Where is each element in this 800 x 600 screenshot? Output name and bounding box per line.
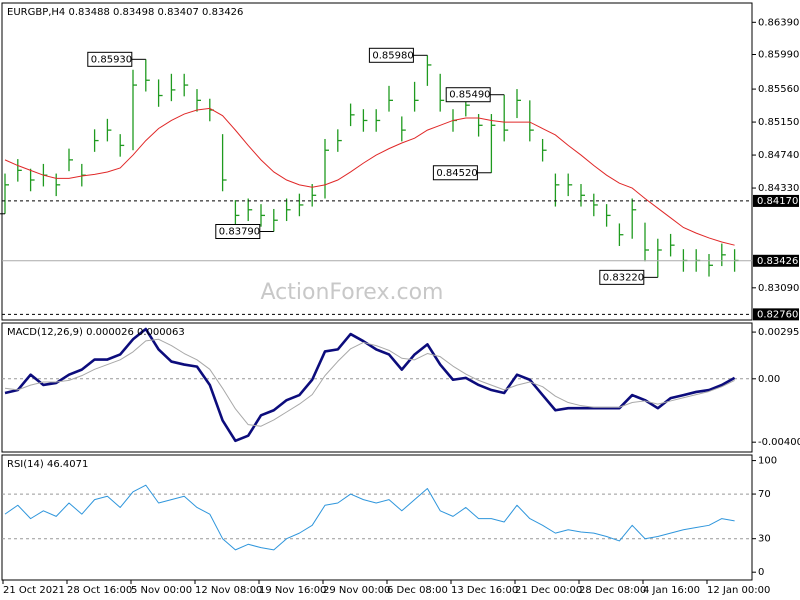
y-tick-label: 30 <box>758 534 771 545</box>
x-tick-label: 6 Dec 08:00 <box>387 585 448 596</box>
annotation-label: 0.85930 <box>91 54 132 65</box>
x-tick-label: 19 Nov 16:00 <box>259 585 326 596</box>
annotation-box <box>445 87 491 103</box>
panel-frame <box>1 322 753 453</box>
x-tick-label: 21 Oct 2021 <box>3 585 65 596</box>
y-tick-label: 0.85150 <box>758 117 799 128</box>
watermark: ActionForex.com <box>261 280 444 305</box>
x-tick-label: 21 Dec 00:00 <box>515 585 582 596</box>
annotation-label: 0.84520 <box>436 168 477 179</box>
moving-average <box>4 107 735 246</box>
panel-frame <box>1 2 753 321</box>
x-tick-label: 5 Nov 00:00 <box>131 585 192 596</box>
annotation-label: 0.85490 <box>449 90 490 101</box>
panel-frame <box>1 454 753 581</box>
annotation-label: 0.83790 <box>219 226 260 237</box>
y-tick-label: -0.004009 <box>758 437 800 448</box>
y-tick-label: 0.00 <box>758 374 780 385</box>
y-tick-label: 0.86390 <box>758 17 799 28</box>
level-label-box <box>753 194 799 207</box>
x-tick-label: 4 Jan 16:00 <box>643 585 700 596</box>
y-tick-label: 0.84330 <box>758 183 799 194</box>
annotation-box <box>215 223 261 239</box>
annotation-box <box>599 269 645 285</box>
indicator-line <box>4 327 736 443</box>
level-label-box <box>753 254 799 267</box>
y-tick-label: 100 <box>758 456 777 467</box>
annotation-label: 0.83220 <box>603 272 644 283</box>
panel-title: MACD(12,26,9) 0.000026 0.000063 <box>7 327 185 338</box>
y-tick-label: 0.84740 <box>758 150 799 161</box>
x-tick-label: 12 Jan 00:00 <box>707 585 770 596</box>
x-tick-label: 28 Oct 16:00 <box>67 585 132 596</box>
x-tick-label: 29 Nov 00:00 <box>323 585 390 596</box>
panel-title: RSI(14) 46.4071 <box>7 459 88 470</box>
y-tick-label: 0 <box>758 567 764 578</box>
panel-title: EURGBP,H4 0.83488 0.83498 0.83407 0.8342… <box>7 7 243 18</box>
indicator-line <box>4 484 735 551</box>
y-tick-label: 0.83090 <box>758 283 799 294</box>
indicator-line <box>4 338 735 427</box>
annotation-box <box>368 47 414 63</box>
level-label: 0.83426 <box>757 256 798 267</box>
annotation-box <box>87 51 133 67</box>
y-tick-label: 70 <box>758 489 771 500</box>
x-tick-label: 28 Dec 08:00 <box>579 585 646 596</box>
y-tick-label: 0.85990 <box>758 49 799 60</box>
x-tick-label: 13 Dec 16:00 <box>451 585 518 596</box>
level-label: 0.82760 <box>757 309 798 320</box>
y-tick-label: 0.002955 <box>758 327 800 338</box>
annotation-label: 0.85980 <box>372 50 413 61</box>
level-label-box <box>753 308 799 321</box>
y-tick-label: 0.85560 <box>758 84 799 95</box>
x-tick-label: 12 Nov 08:00 <box>195 585 262 596</box>
annotation-box <box>432 165 478 181</box>
level-label: 0.84170 <box>757 196 798 207</box>
